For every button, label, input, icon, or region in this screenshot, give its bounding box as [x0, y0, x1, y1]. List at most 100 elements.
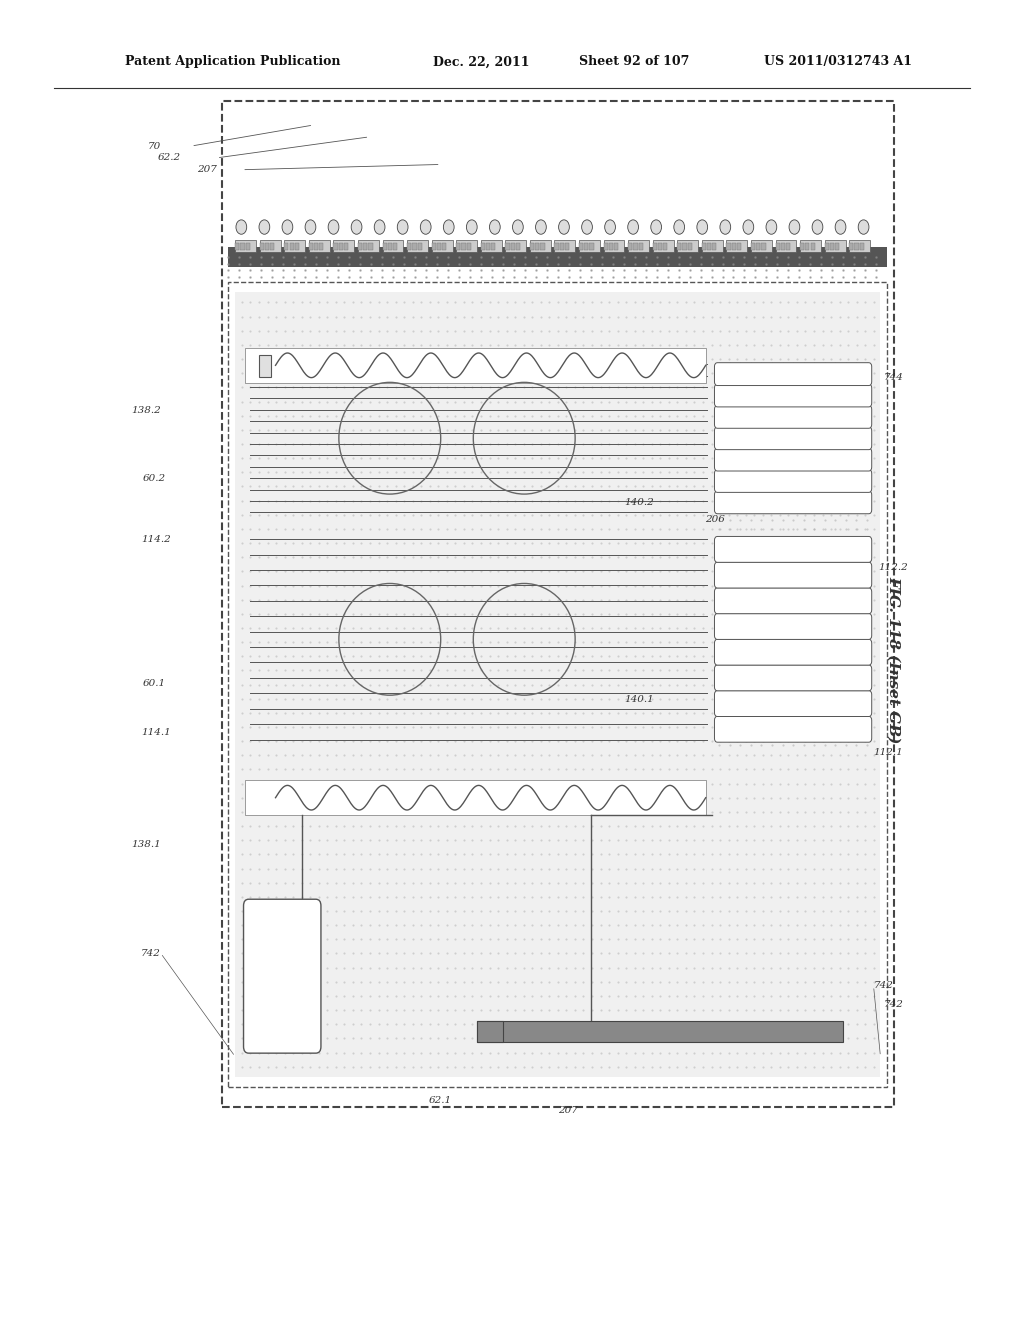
Bar — [603, 243, 608, 251]
Bar — [585, 243, 589, 251]
Bar — [529, 243, 535, 251]
FancyBboxPatch shape — [715, 587, 871, 614]
Text: 62.2: 62.2 — [158, 153, 181, 162]
Bar — [492, 243, 496, 251]
Bar — [639, 243, 643, 251]
Text: US 2011/0312743 A1: US 2011/0312743 A1 — [764, 55, 912, 69]
Text: 140.2: 140.2 — [624, 498, 653, 507]
Bar — [775, 243, 779, 251]
Bar — [786, 243, 791, 251]
Text: 744: 744 — [884, 372, 903, 381]
Bar — [236, 243, 240, 251]
Bar — [726, 243, 730, 251]
Bar — [536, 243, 540, 251]
Bar — [688, 243, 692, 251]
Bar — [408, 243, 412, 251]
Bar — [579, 240, 600, 252]
FancyBboxPatch shape — [715, 562, 871, 587]
Bar — [780, 243, 785, 251]
Bar — [751, 243, 755, 251]
Bar — [228, 282, 887, 1086]
Bar — [849, 243, 853, 251]
Ellipse shape — [559, 220, 569, 234]
FancyBboxPatch shape — [715, 449, 871, 471]
Bar — [677, 240, 698, 252]
Bar — [228, 247, 887, 267]
Bar — [756, 243, 761, 251]
Bar — [835, 243, 840, 251]
Bar — [707, 243, 712, 251]
Bar — [652, 243, 656, 251]
Bar — [481, 243, 485, 251]
Bar — [295, 243, 299, 251]
Bar — [506, 240, 526, 252]
Bar — [560, 243, 564, 251]
Bar — [418, 243, 422, 251]
Ellipse shape — [236, 220, 247, 234]
Bar — [829, 243, 834, 251]
Bar — [859, 243, 864, 251]
Text: FIG. 118 (Inset GB): FIG. 118 (Inset GB) — [887, 577, 901, 743]
Bar — [713, 243, 717, 251]
Text: 207: 207 — [558, 1106, 578, 1115]
Text: 112.2: 112.2 — [879, 564, 908, 573]
Bar — [579, 243, 584, 251]
Bar — [314, 243, 318, 251]
FancyBboxPatch shape — [715, 491, 871, 513]
Text: 207: 207 — [197, 165, 217, 174]
Bar — [309, 240, 330, 252]
Bar — [364, 243, 368, 251]
Text: Dec. 22, 2011: Dec. 22, 2011 — [433, 55, 529, 69]
Bar — [849, 240, 870, 252]
Ellipse shape — [305, 220, 315, 234]
FancyBboxPatch shape — [715, 690, 871, 717]
Bar — [265, 243, 269, 251]
Text: 140.1: 140.1 — [624, 694, 653, 704]
Text: 60.1: 60.1 — [142, 680, 166, 688]
Bar — [437, 243, 441, 251]
Bar — [481, 240, 502, 252]
Ellipse shape — [420, 220, 431, 234]
Bar — [634, 243, 638, 251]
Bar — [285, 240, 305, 252]
Bar — [800, 243, 804, 251]
Bar — [369, 243, 373, 251]
Bar — [290, 243, 294, 251]
Bar — [260, 240, 281, 252]
Ellipse shape — [766, 220, 777, 234]
Ellipse shape — [858, 220, 869, 234]
Bar — [246, 243, 250, 251]
Bar — [554, 240, 575, 252]
FancyBboxPatch shape — [715, 363, 871, 385]
Ellipse shape — [582, 220, 593, 234]
Bar — [682, 243, 687, 251]
Bar — [222, 102, 894, 1107]
Bar — [259, 355, 271, 378]
Bar — [383, 243, 387, 251]
Ellipse shape — [812, 220, 823, 234]
Text: Sheet 92 of 107: Sheet 92 of 107 — [579, 55, 689, 69]
Ellipse shape — [674, 220, 685, 234]
FancyBboxPatch shape — [715, 470, 871, 492]
Bar — [737, 243, 741, 251]
Bar — [236, 240, 256, 252]
Bar — [334, 240, 354, 252]
FancyBboxPatch shape — [715, 639, 871, 665]
Ellipse shape — [743, 220, 754, 234]
Bar — [393, 243, 397, 251]
Bar — [554, 243, 559, 251]
Bar — [609, 243, 613, 251]
Bar — [590, 243, 594, 251]
Bar — [751, 240, 772, 252]
Bar — [388, 243, 392, 251]
Ellipse shape — [351, 220, 361, 234]
Bar — [701, 240, 723, 252]
Bar — [270, 243, 274, 251]
Bar — [477, 1022, 843, 1041]
Ellipse shape — [697, 220, 708, 234]
Bar — [408, 240, 428, 252]
FancyBboxPatch shape — [715, 426, 871, 450]
Bar — [477, 1022, 503, 1041]
Ellipse shape — [536, 220, 547, 234]
Bar — [811, 243, 815, 251]
